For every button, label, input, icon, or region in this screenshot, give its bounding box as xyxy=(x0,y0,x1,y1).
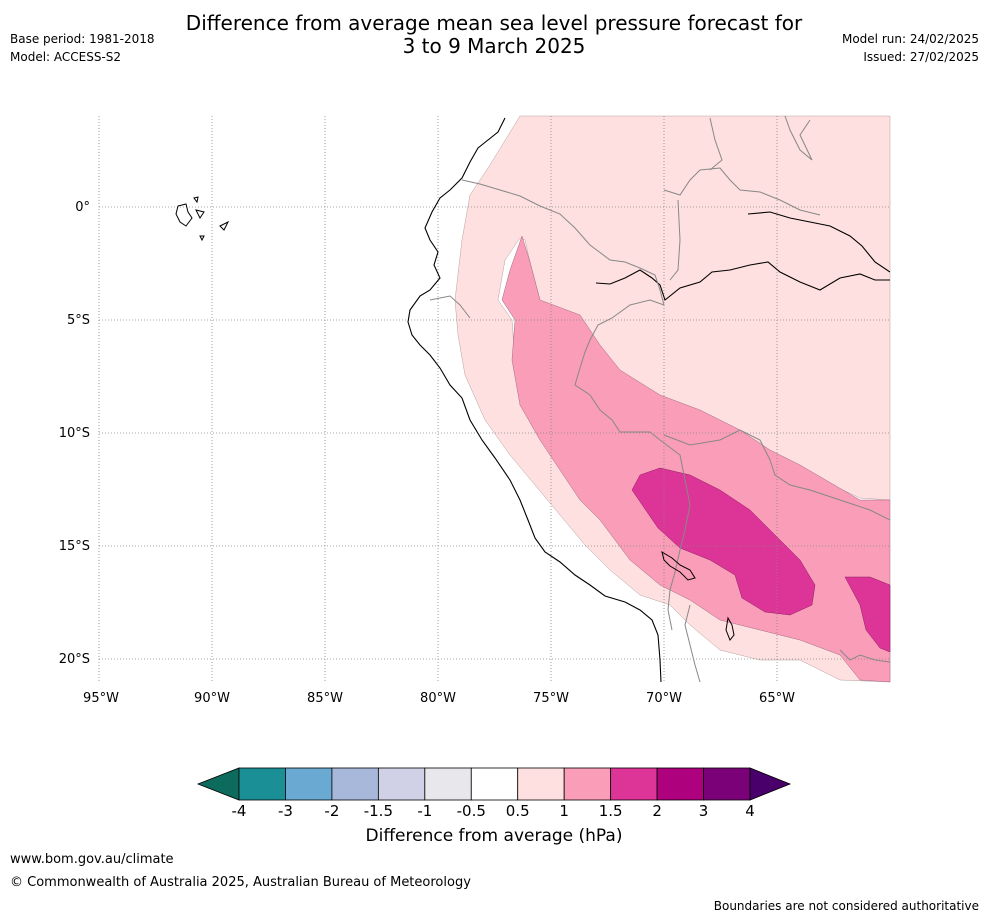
anomaly-region-1.5-2-east xyxy=(844,576,891,653)
lon-label-95w: 95°W xyxy=(83,691,119,706)
title-line-1: Difference from average mean sea level p… xyxy=(185,11,803,35)
lon-label-90w: 90°W xyxy=(194,691,230,706)
colorbar-tick-label: 2 xyxy=(652,802,662,820)
lon-label-70w: 70°W xyxy=(646,691,682,706)
colorbar-bin xyxy=(563,767,612,801)
colorbar-bin xyxy=(331,767,379,801)
colorbar-tick-label: 1 xyxy=(559,802,569,820)
colorbar-label: Difference from average (hPa) xyxy=(365,826,623,846)
lon-label-80w: 80°W xyxy=(420,691,456,706)
latitude-labels: 0° 5°S 10°S 15°S 20°S xyxy=(59,200,90,667)
colorbar-ticks: -4 -3 -2 -1.5 -1 -0.5 0.5 1 1.5 2 3 4 xyxy=(232,802,755,820)
base-period-text: Base period: 1981-2018 xyxy=(10,32,155,46)
lake-poopo xyxy=(725,616,735,641)
colorbar-tick-label: -2 xyxy=(324,802,339,820)
lat-label-10s: 10°S xyxy=(59,426,90,441)
footer-url: www.bom.gov.au/climate xyxy=(10,852,174,867)
lat-label-15s: 15°S xyxy=(59,539,90,554)
lon-label-85w: 85°W xyxy=(307,691,343,706)
lat-label-0: 0° xyxy=(75,200,90,215)
issued-text: Issued: 27/02/2025 xyxy=(863,50,979,64)
colorbar-over-arrow xyxy=(749,767,792,801)
lake-titicaca xyxy=(661,550,696,581)
galapagos-islands xyxy=(175,196,230,242)
colorbar-tick-label: 3 xyxy=(699,802,709,820)
colorbar-bin xyxy=(656,767,704,801)
colorbar-tick-label: 4 xyxy=(745,802,755,820)
colorbar-bin xyxy=(377,767,426,801)
chart-title: Difference from average mean sea level p… xyxy=(0,12,988,58)
colorbar-bin xyxy=(470,767,519,801)
colorbar-bins xyxy=(238,767,751,801)
colorbar-bin xyxy=(238,767,286,801)
colorbar-tick-label: -1 xyxy=(417,802,432,820)
lat-label-20s: 20°S xyxy=(59,652,90,667)
lon-label-65w: 65°W xyxy=(759,691,795,706)
footer-copyright: © Commonwealth of Australia 2025, Austra… xyxy=(10,875,471,890)
title-line-2: 3 to 9 March 2025 xyxy=(402,34,586,58)
colorbar-bin xyxy=(703,767,751,801)
footer-note: Boundaries are not considered authoritat… xyxy=(713,899,979,913)
colorbar-tick-label: -1.5 xyxy=(364,802,393,820)
graticule xyxy=(98,116,890,682)
lat-label-5s: 5°S xyxy=(67,313,90,328)
colorbar-tick-label: -0.5 xyxy=(457,802,486,820)
meta-left: Base period: 1981-2018 Model: ACCESS-S2 xyxy=(10,30,155,66)
colorbar-bin xyxy=(517,767,565,801)
meta-right: Model run: 24/02/2025 Issued: 27/02/2025 xyxy=(842,30,979,66)
colorbar-tick-label: 0.5 xyxy=(506,802,530,820)
coastline-amazon xyxy=(595,261,890,301)
longitude-labels: 95°W 90°W 85°W 80°W 75°W 70°W 65°W xyxy=(83,691,795,706)
anomaly-region-1.5-2-central xyxy=(631,467,816,616)
colorbar-under-arrow xyxy=(196,767,240,801)
colorbar-tick-label: -4 xyxy=(232,802,247,820)
coastline xyxy=(407,117,662,683)
national-borders xyxy=(429,115,891,683)
map: 0° 5°S 10°S 15°S 20°S 95°W 90°W 85°W 80°… xyxy=(59,115,891,706)
colorbar-tick-label: -3 xyxy=(278,802,293,820)
model-text: Model: ACCESS-S2 xyxy=(10,50,122,64)
colorbar-bin xyxy=(610,767,658,801)
colorbar-bin xyxy=(424,767,472,801)
map-fills xyxy=(454,115,891,683)
colorbar-tick-label: 1.5 xyxy=(599,802,623,820)
colorbar-bin xyxy=(285,767,333,801)
lon-label-75w: 75°W xyxy=(533,691,569,706)
model-run-text: Model run: 24/02/2025 xyxy=(841,32,979,46)
coastline-amazon-north xyxy=(747,211,891,273)
